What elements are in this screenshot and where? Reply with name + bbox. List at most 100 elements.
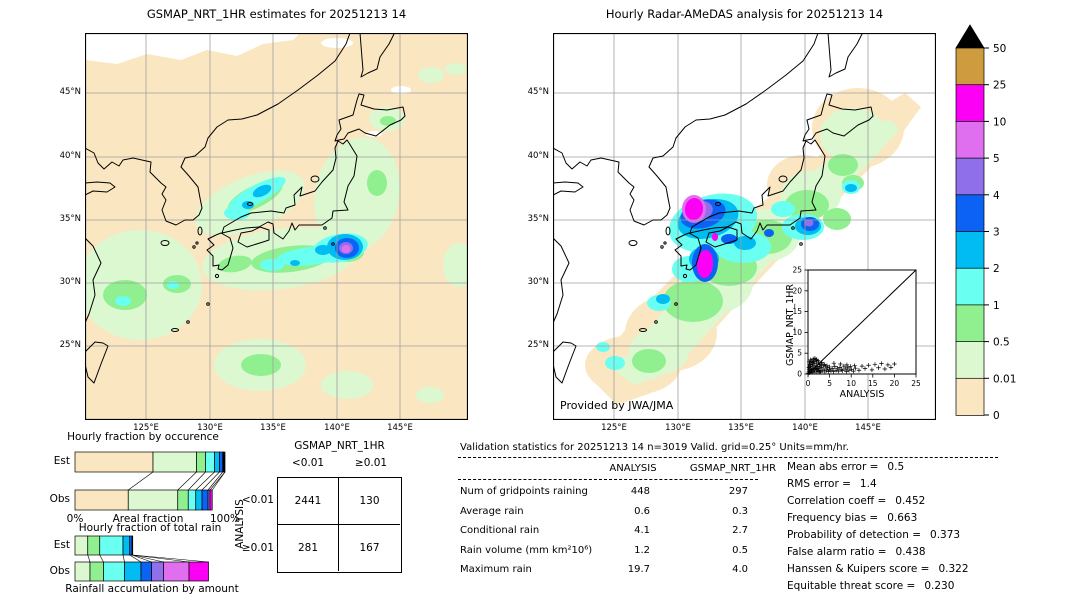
bar-connector (132, 554, 209, 563)
scatter-point (848, 364, 853, 369)
bar-segment (219, 451, 224, 473)
occurrence-x-min-label: 0% (66, 513, 84, 525)
lon-tick-label: 125°E (133, 423, 159, 433)
scatter-point (831, 369, 836, 374)
scatter-point (882, 366, 888, 372)
contingency-value-hit-none: 2441 (278, 478, 339, 525)
skill-label: Mean abs error = (787, 461, 879, 473)
scatter-point (866, 363, 871, 368)
colorbar-segment (955, 304, 985, 343)
scatter-point (821, 366, 827, 372)
lon-tick-label: 140°E (324, 423, 350, 433)
lat-tick-label: 40°N (59, 151, 81, 161)
scatter-identity-line (807, 269, 917, 375)
skill-row: Equitable threat score = 0.230 (787, 580, 954, 592)
colorbar-segment (955, 194, 985, 233)
bar-segment (89, 561, 104, 582)
skill-value: 0.373 (930, 529, 961, 541)
occurrence-x-axis-label: Areal fraction (112, 513, 184, 525)
skill-value: 0.663 (887, 512, 918, 524)
skill-label: RMS error = (787, 478, 851, 490)
divider-dashed (458, 457, 998, 458)
bar-segment (122, 535, 131, 556)
validation-analysis-value: 1.2 (634, 544, 650, 556)
map-frame (85, 33, 468, 420)
scatter-x-tick-label: 10 (846, 379, 856, 388)
bar-connector (128, 471, 154, 491)
scatter-y-tick-label: 10 (792, 328, 802, 337)
bar-connector (188, 471, 206, 491)
rain-colorbar: 50 25 10 5 4 3 2 1 0.5 0.01 0 (955, 24, 1016, 422)
colorbar-tick-label: 0 (993, 410, 1000, 422)
occurrence-est-label: Est (53, 455, 70, 467)
validation-analysis-value: 448 (630, 486, 650, 497)
colorbar-tick-label: 4 (993, 190, 1000, 202)
validation-row-label: Average rain (460, 505, 524, 517)
bar-segment (131, 535, 134, 556)
colorbar-segment (955, 121, 985, 159)
contingency-row-label-1: ≥0.01 (241, 542, 274, 554)
map-gridlines (553, 33, 936, 420)
skill-row: Probability of detection = 0.373 (787, 529, 960, 541)
scatter-point (819, 360, 825, 365)
scatter-x-tick-label: 20 (890, 379, 900, 388)
totalrain-caption: Rainfall accumulation by amount (65, 583, 239, 595)
skill-value: 0.438 (895, 546, 926, 558)
scatter-point (827, 364, 832, 370)
left-map-title: GSMAP_NRT_1HR estimates for 20251213 14 (146, 7, 407, 21)
validation-row-label: Conditional rain (460, 525, 540, 536)
scatter-x-tick-label: 0 (806, 379, 811, 388)
scatter-x-tick-label: 25 (911, 379, 921, 388)
gsmap-estimate-map (85, 33, 468, 420)
scatter-point (817, 370, 822, 375)
scatter-point (859, 363, 865, 369)
validation-row-label: Rain volume (mm km²10⁶) (460, 544, 593, 556)
scatter-point (812, 363, 818, 368)
bar-segment (152, 451, 197, 473)
scatter-point (824, 363, 830, 368)
colorbar-segment (955, 377, 985, 416)
validation-analysis-value: 19.7 (627, 564, 650, 575)
totalrain-chart-title: Hourly fraction of total rain (78, 522, 222, 534)
scatter-point (813, 358, 818, 363)
contingency-col-label-0: <0.01 (291, 457, 325, 469)
validation-row-label: Num of gridpoints raining (460, 486, 588, 497)
contingency-value-false-alarm: 130 (339, 478, 400, 525)
skill-label: Equitable threat score = (787, 580, 916, 592)
lat-tick-label: 45°N (527, 87, 549, 97)
lon-tick-label: 145°E (855, 423, 881, 433)
scatter-point (872, 362, 878, 367)
skill-value: 0.322 (938, 563, 969, 575)
no-rain-region (366, 131, 382, 137)
colorbar-segment (955, 157, 985, 196)
bar-segment (188, 561, 209, 582)
skill-row: Correlation coeff = 0.452 (787, 495, 925, 507)
colorbar-tick-label: 25 (993, 80, 1006, 92)
scatter-point (836, 368, 841, 374)
scatter-point (852, 363, 857, 368)
validation-analysis-value: 0.6 (634, 505, 650, 517)
bar-segment (209, 489, 213, 511)
no-rain-region (391, 86, 411, 94)
scatter-point (844, 362, 850, 368)
scatter-point (876, 365, 881, 370)
scatter-point (811, 370, 817, 375)
bar-segment (195, 489, 203, 511)
scatter-point (844, 369, 849, 374)
validation-gsmap-value: 0.5 (732, 544, 748, 556)
skill-label: Frequency bias = (787, 512, 879, 524)
scatter-y-tick-label: 0 (797, 370, 802, 379)
bar-segment (124, 561, 142, 582)
right-map-title: Hourly Radar-AMeDAS analysis for 2025121… (605, 7, 884, 21)
colorbar-tick-label: 0.01 (993, 373, 1016, 385)
scatter-point (885, 362, 891, 368)
totalrain-bars-chart (74, 535, 209, 582)
contingency-value-hit: 167 (359, 541, 380, 554)
contingency-row-group-label: ANALYSIS (234, 499, 246, 549)
rain-heavy-core (335, 238, 359, 258)
lat-tick-label: 40°N (527, 151, 549, 161)
bar-connector (207, 471, 223, 491)
lat-tick-label: 25°N (527, 340, 549, 350)
bar-segment (74, 489, 129, 511)
bar-segment (214, 451, 220, 473)
